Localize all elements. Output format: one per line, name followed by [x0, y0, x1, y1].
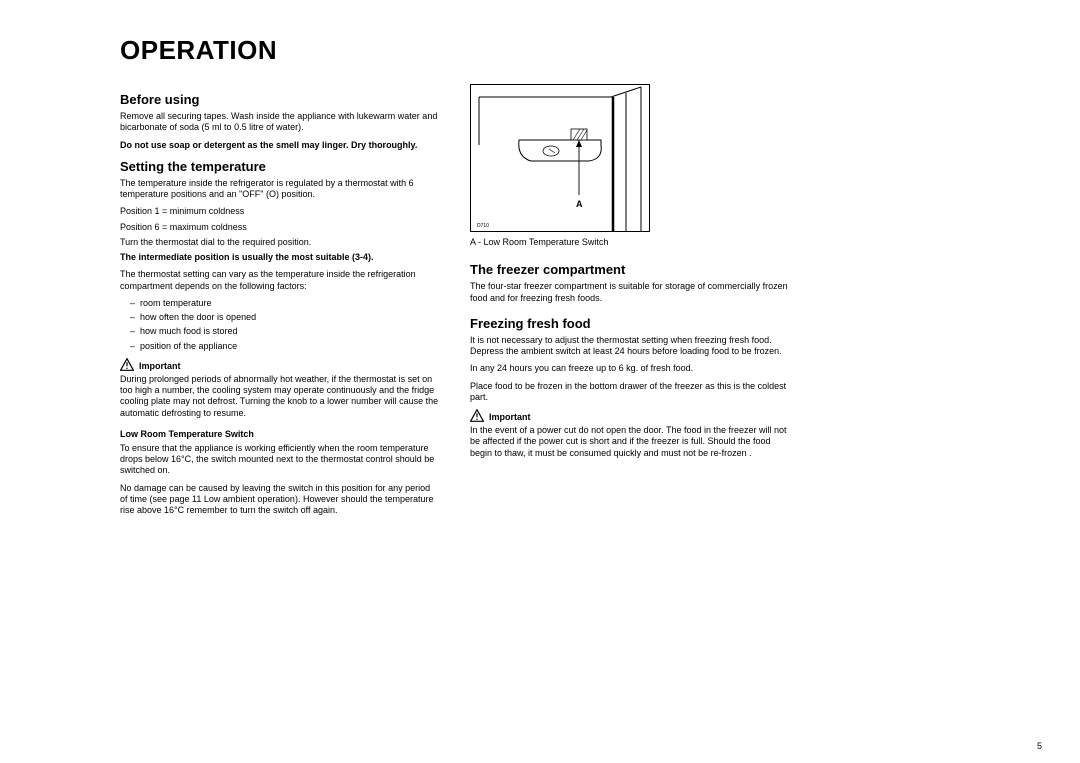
setting-temp-p1: The temperature inside the refrigerator …	[120, 178, 440, 201]
diagram-code: D710	[477, 223, 489, 229]
diagram-caption: A - Low Room Temperature Switch	[470, 237, 790, 248]
factor-item: how often the door is opened	[130, 312, 440, 323]
setting-temp-p2: Position 1 = minimum coldness	[120, 206, 440, 217]
left-column: Before using Remove all securing tapes. …	[120, 84, 440, 522]
setting-temp-p3: Position 6 = maximum coldness	[120, 222, 440, 233]
before-using-p1: Remove all securing tapes. Wash inside t…	[120, 111, 440, 134]
freezing-p1: It is not necessary to adjust the thermo…	[470, 335, 790, 358]
diagram-svg: A D710	[471, 85, 649, 231]
factor-item: position of the appliance	[130, 341, 440, 352]
setting-temp-p6: The thermostat setting can vary as the t…	[120, 269, 440, 292]
freezer-p1: The four-star freezer compartment is sui…	[470, 281, 790, 304]
page-title: OPERATION	[120, 35, 1040, 66]
diagram-letter: A	[576, 199, 583, 209]
freezing-p2: In any 24 hours you can freeze up to 6 k…	[470, 363, 790, 374]
important-warning-2: Important	[470, 409, 790, 422]
setting-temp-heading: Setting the temperature	[120, 159, 440, 174]
lrts-p2: No damage can be caused by leaving the s…	[120, 483, 440, 517]
important-text: During prolonged periods of abnormally h…	[120, 374, 440, 419]
page-number: 5	[1037, 741, 1042, 751]
factor-item: room temperature	[130, 298, 440, 309]
important-text-2: In the event of a power cut do not open …	[470, 425, 790, 459]
warning-triangle-icon	[470, 409, 484, 422]
setting-temp-p4: Turn the thermostat dial to the required…	[120, 237, 440, 248]
lrts-p1: To ensure that the appliance is working …	[120, 443, 440, 477]
lrts-heading: Low Room Temperature Switch	[120, 429, 440, 439]
important-warning: Important	[120, 358, 440, 371]
freezing-heading: Freezing fresh food	[470, 316, 790, 331]
factor-item: how much food is stored	[130, 326, 440, 337]
important-label: Important	[139, 361, 181, 371]
setting-temp-p5-bold: The intermediate position is usually the…	[120, 252, 440, 263]
before-using-heading: Before using	[120, 92, 440, 107]
factors-list: room temperature how often the door is o…	[120, 298, 440, 352]
freezing-p3: Place food to be frozen in the bottom dr…	[470, 381, 790, 404]
warning-triangle-icon	[120, 358, 134, 371]
right-column: A D710 A - Low Room Temperature Switch T…	[470, 84, 790, 522]
switch-diagram: A D710	[470, 84, 650, 232]
before-using-p2-bold: Do not use soap or detergent as the smel…	[120, 140, 440, 151]
manual-page: OPERATION Before using Remove all securi…	[120, 35, 1040, 522]
freezer-heading: The freezer compartment	[470, 262, 790, 277]
important-label-2: Important	[489, 412, 531, 422]
column-layout: Before using Remove all securing tapes. …	[120, 84, 1040, 522]
